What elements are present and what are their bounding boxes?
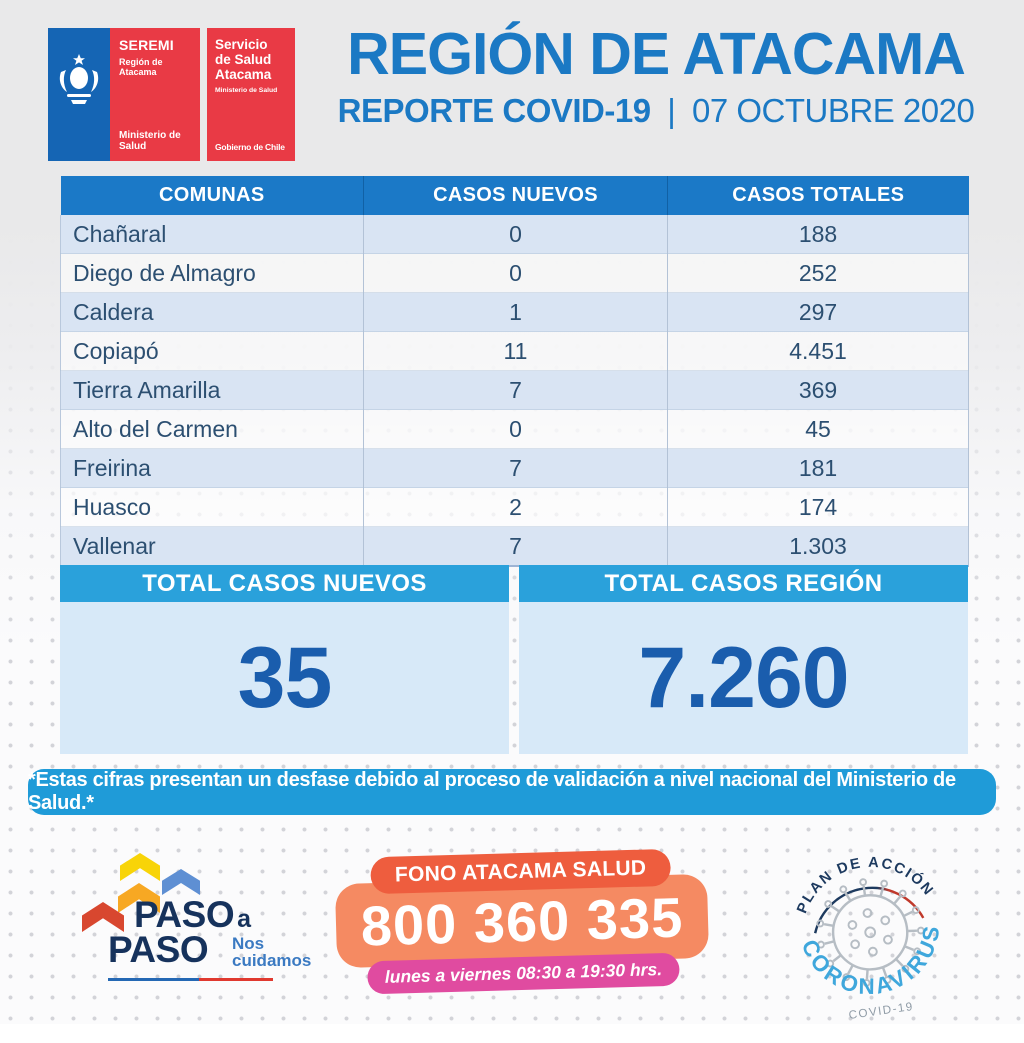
seremi-logo: SEREMI Región de Atacama Ministerio de S… [48,28,200,161]
paso-tagline-line-1: Nos [232,934,265,953]
paso-underline [108,978,273,981]
column-header-casos-totales: CASOS TOTALES [667,176,969,215]
table-row: Freirina 7 181 [60,448,969,488]
cases-table-header: COMUNAS CASOS NUEVOS CASOS TOTALES [60,176,969,215]
table-row: Tierra Amarilla 7 369 [60,370,969,410]
page-subtitle: REPORTE COVID-19 | 07 OCTUBRE 2020 [312,92,1000,130]
table-row: Diego de Almagro 0 252 [60,253,969,293]
seremi-title: SEREMI [119,37,174,53]
coronavirus-stamp-svg: PLAN DE ACCIÓN [788,846,953,1022]
servicio-salud-logo: Servicio de Salud Atacama Ministerio de … [207,28,295,161]
comuna-cell: Alto del Carmen [60,409,364,449]
comuna-cell: Copiapó [60,331,364,371]
table-row: Huasco 2 174 [60,487,969,527]
casos-nuevos-cell: 11 [363,331,668,371]
casos-totales-cell: 181 [667,448,969,488]
casos-totales-cell: 188 [667,215,969,254]
total-casos-region-value: 7.260 [519,602,968,754]
total-casos-region-label: TOTAL CASOS REGIÓN [519,565,968,602]
table-row: Caldera 1 297 [60,292,969,332]
servicio-line-1: Servicio [215,37,268,52]
column-header-casos-nuevos: CASOS NUEVOS [363,176,668,215]
comuna-cell: Freirina [60,448,364,488]
comuna-cell: Diego de Almagro [60,253,364,293]
table-row: Chañaral 0 188 [60,215,969,254]
paso-a-paso-logo: PASO a PASO Nos cuidamos [80,845,311,1005]
table-row: Alto del Carmen 0 45 [60,409,969,449]
table-row: Copiapó 11 4.451 [60,331,969,371]
paso-suffix-a: a [237,905,251,933]
subtitle-date: 07 OCTUBRE 2020 [692,92,975,129]
casos-nuevos-cell: 1 [363,292,668,332]
casos-totales-cell: 252 [667,253,969,293]
casos-nuevos-cell: 0 [363,215,668,254]
comuna-cell: Caldera [60,292,364,332]
coat-of-arms-icon [59,54,99,104]
casos-totales-cell: 174 [667,487,969,527]
servicio-footer: Gobierno de Chile [215,142,285,152]
disclaimer-banner: *Estas cifras presentan un desfase debid… [28,769,996,815]
casos-totales-cell: 297 [667,292,969,332]
plan-de-accion-coronavirus-stamp: PLAN DE ACCIÓN [759,817,979,1037]
servicio-line-3: Atacama [215,67,272,82]
comuna-cell: Chañaral [60,215,364,254]
casos-nuevos-cell: 7 [363,448,668,488]
page-title: REGIÓN DE ATACAMA [347,21,966,87]
title-block: REGIÓN DE ATACAMA REPORTE COVID-19 | 07 … [312,22,1000,130]
comuna-cell: Huasco [60,487,364,527]
casos-nuevos-cell: 2 [363,487,668,527]
total-casos-region-box: TOTAL CASOS REGIÓN 7.260 [519,565,968,754]
casos-totales-cell: 4.451 [667,331,969,371]
casos-nuevos-cell: 0 [363,253,668,293]
seremi-logo-red-panel: SEREMI Región de Atacama Ministerio de S… [110,28,200,161]
paso-word-1: PASO [134,894,235,935]
paso-tagline-line-2: cuidamos [232,951,312,970]
cases-table: COMUNAS CASOS NUEVOS CASOS TOTALES Chaña… [60,176,969,567]
paso-line-1: PASO a [134,894,251,937]
casos-nuevos-cell: 7 [363,370,668,410]
casos-nuevos-cell: 0 [363,409,668,449]
stamp-covid19-text: COVID-19 [848,1000,915,1022]
seremi-footer: Ministerio de Salud [119,130,181,152]
paso-tagline: Nos cuidamos [232,935,311,969]
subtitle-report: REPORTE COVID-19 [337,92,651,129]
casos-totales-cell: 369 [667,370,969,410]
seremi-logo-blue-panel [48,28,110,161]
comuna-cell: Tierra Amarilla [60,370,364,410]
total-casos-nuevos-box: TOTAL CASOS NUEVOS 35 [60,565,509,754]
table-row: Vallenar 7 1.303 [60,526,969,567]
casos-totales-cell: 45 [667,409,969,449]
casos-nuevos-cell: 7 [363,526,668,567]
seremi-subtitle: Región de Atacama [119,57,163,77]
column-header-comunas: COMUNAS [60,176,364,215]
subtitle-separator: | [667,92,676,129]
servicio-subtitle: Ministerio de Salud [215,87,278,94]
casos-totales-cell: 1.303 [667,526,969,567]
chevron-up-blue-icon [162,869,200,895]
comuna-cell: Vallenar [60,526,364,567]
virus-icon [815,877,926,988]
total-casos-nuevos-label: TOTAL CASOS NUEVOS [60,565,509,602]
chevron-up-red-icon [82,902,124,932]
servicio-line-2: de Salud [215,52,272,67]
total-casos-nuevos-value: 35 [60,602,509,754]
cases-table-body: Chañaral 0 188 Diego de Almagro 0 252 Ca… [60,215,969,567]
paso-line-2: PASO [108,929,209,970]
chevron-up-yellow-icon [120,853,160,881]
fono-atacama-salud-block: FONO ATACAMA SALUD 800 360 335 lunes a v… [334,841,710,1001]
